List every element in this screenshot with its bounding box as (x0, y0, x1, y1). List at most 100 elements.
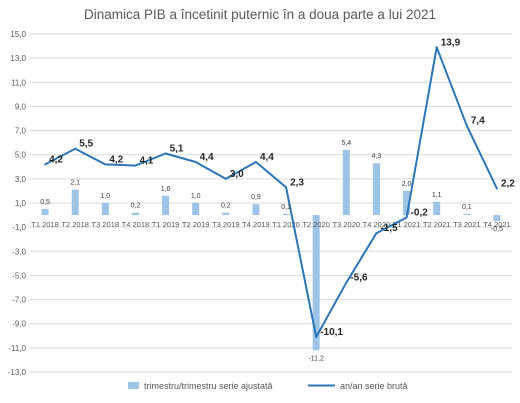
line-data-label: -0,2 (411, 207, 429, 218)
line-point (254, 160, 257, 163)
bar (41, 209, 49, 216)
gridlines (30, 33, 512, 373)
x-tick-label: T3 2019 (212, 220, 240, 229)
x-tick-label: T4 2019 (242, 220, 270, 229)
line-point (315, 335, 318, 338)
legend-line-label: an/an serie brută (340, 381, 408, 391)
line-data-label: 13,9 (441, 37, 461, 48)
line-data-label: 4,2 (49, 154, 63, 165)
y-tick-label: -7,0 (12, 296, 26, 305)
x-tick-label: T1 2018 (31, 220, 59, 229)
line-point (74, 147, 77, 150)
legend[interactable]: trimestru/trimestru serie ajustată an/an… (128, 381, 408, 391)
bar (252, 204, 260, 216)
x-axis-ticks: T1 2018 T2 2018 T3 2018 T4 2018 T1 2019 T2 20… (31, 220, 510, 229)
bar-data-label: -0,5 (491, 226, 503, 233)
x-tick-label: T4 2020 (363, 220, 391, 229)
line-point (164, 152, 167, 155)
bar (463, 213, 471, 216)
bar-data-label: 1,0 (191, 193, 201, 200)
bar (403, 190, 411, 216)
x-tick-label: T2 2021 (423, 220, 451, 229)
bar (493, 215, 501, 222)
x-tick-label: T1 2020 (272, 220, 300, 229)
y-tick-label: 7,0 (15, 127, 27, 136)
line-data-label: 7,4 (471, 116, 485, 127)
x-tick-label: T3 2021 (453, 220, 481, 229)
bar-data-label: 0,9 (251, 194, 261, 201)
x-tick-label: T4 2018 (122, 220, 150, 229)
line-data-label: 5,1 (170, 144, 184, 155)
bar (131, 212, 139, 216)
y-tick-label: 5,0 (15, 151, 27, 160)
y-tick-label: 15,0 (10, 30, 26, 39)
y-tick-label: 13,0 (10, 54, 26, 63)
y-tick-label: 3,0 (15, 175, 27, 184)
x-tick-label: T3 2020 (333, 220, 361, 229)
bar-data-label: 1,0 (100, 193, 110, 200)
y-axis-ticks: -13,0 -11,0 -9,0 -7,0 -5,0 -3,0 -1,0 1,0 3,0 5,0 7… (8, 30, 27, 377)
bar (342, 149, 350, 216)
bar-data-label: 0,2 (221, 203, 231, 210)
line-point (224, 177, 227, 180)
bar-data-label: 2,0 (402, 181, 412, 188)
x-tick-label: T2 2019 (182, 220, 210, 229)
x-tick-label: T1 2019 (152, 220, 180, 229)
y-tick-label: 1,0 (15, 199, 27, 208)
y-tick-label: 9,0 (15, 102, 27, 111)
bar-series (41, 149, 501, 351)
x-tick-label: T3 2018 (92, 220, 120, 229)
bar-data-label: 2,1 (70, 180, 80, 187)
bar-data-label: 0,2 (131, 203, 141, 210)
legend-bar-swatch (128, 382, 139, 389)
line-point (435, 46, 438, 49)
bar-data-label: -11,2 (308, 355, 324, 362)
y-tick-label: -11,0 (8, 344, 26, 353)
line-point (495, 187, 498, 190)
line-data-label: 3,0 (230, 169, 244, 180)
line-data-label: 4,4 (260, 152, 274, 163)
y-tick-label: -1,0 (12, 223, 26, 232)
line-data-label: -5,6 (350, 273, 368, 284)
line-data-label: 4,1 (139, 156, 153, 167)
y-tick-label: -9,0 (12, 320, 26, 329)
legend-bar-label: trimestru/trimestru serie ajustată (144, 381, 273, 391)
line-data-label: -1,5 (380, 223, 398, 234)
bar-data-label: 5,4 (341, 140, 351, 147)
line-data-label: 4,4 (200, 152, 214, 163)
data-labels: 0,5 2,1 1,0 0,2 1,6 1,0 0,2 0,9 0,1 -11,2 5,4 4,3 2,… (40, 37, 515, 362)
y-tick-label: 11,0 (11, 78, 27, 87)
x-tick-label: T2 2018 (61, 220, 89, 229)
bar-data-label: 0,1 (462, 204, 472, 211)
bar (71, 189, 79, 216)
line-point (194, 160, 197, 163)
line-point (405, 216, 408, 219)
bar (433, 201, 441, 216)
x-tick-label: T2 2020 (302, 220, 330, 229)
line-path (44, 46, 498, 338)
line-point (465, 124, 468, 127)
bar-data-label: 1,6 (161, 186, 171, 193)
line-data-label: 5,5 (79, 139, 93, 150)
bar (162, 195, 170, 216)
line-point (345, 281, 348, 284)
line-data-label: -10,1 (320, 327, 343, 338)
bar (101, 203, 109, 216)
line-point (104, 163, 107, 166)
line-data-label: 4,2 (109, 154, 123, 165)
bar (282, 213, 290, 216)
y-tick-label: -5,0 (12, 271, 26, 280)
bar (192, 203, 200, 216)
line-point (134, 164, 137, 167)
x-tick-label: T4 2021 (483, 220, 511, 229)
bar-data-label: 0,5 (40, 199, 50, 206)
bar (372, 163, 380, 216)
bar-data-label: 1,1 (432, 192, 442, 199)
y-tick-label: -3,0 (12, 247, 26, 256)
bar-data-label: 0,1 (281, 204, 291, 211)
x-tick-label: T1 2021 (393, 220, 421, 229)
line-point (44, 163, 47, 166)
line-data-label: 2,2 (501, 179, 515, 190)
